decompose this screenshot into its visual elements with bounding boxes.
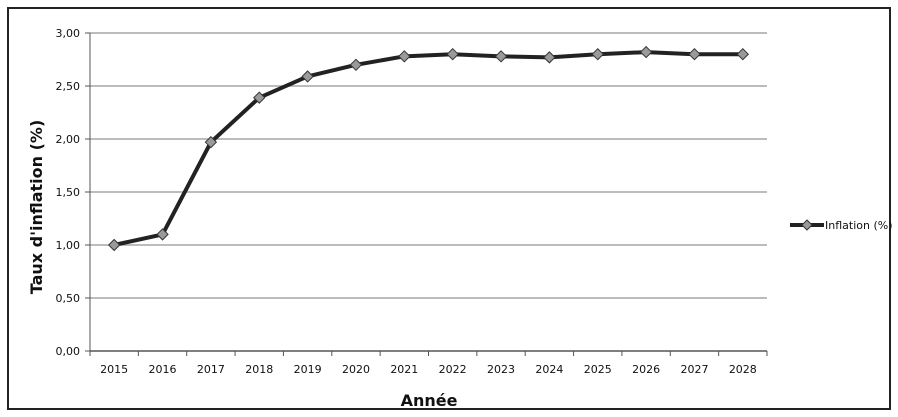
series-line xyxy=(112,50,745,247)
x-tick-label: 2018 xyxy=(245,363,273,376)
data-point xyxy=(253,91,266,104)
data-point xyxy=(543,51,556,64)
x-tick-label: 2020 xyxy=(342,363,370,376)
x-tick-label: 2017 xyxy=(197,363,225,376)
x-tick-label: 2025 xyxy=(584,363,612,376)
y-axis-title: Taux d'inflation (%) xyxy=(27,120,46,295)
y-tick-label: 2,50 xyxy=(56,80,81,93)
y-tick-label: 0,00 xyxy=(56,345,81,358)
data-point xyxy=(688,47,701,61)
gridlines xyxy=(85,32,767,352)
x-tick-label: 2021 xyxy=(390,363,418,376)
data-point xyxy=(398,50,411,63)
x-tick-label: 2028 xyxy=(729,363,757,376)
y-tick-label: 1,50 xyxy=(56,186,81,199)
x-tick-label: 2027 xyxy=(680,363,708,376)
y-tick-label: 1,00 xyxy=(56,239,81,252)
y-tick-label: 2,00 xyxy=(56,133,81,146)
y-tick-label: 3,00 xyxy=(56,27,81,40)
data-point xyxy=(107,238,121,252)
legend-label: Inflation (%) xyxy=(825,219,893,232)
axes xyxy=(89,33,768,356)
x-tick-label: 2019 xyxy=(294,363,322,376)
data-point xyxy=(494,50,508,63)
data-point xyxy=(204,135,218,149)
x-tick-label: 2026 xyxy=(632,363,660,376)
x-tick-label: 2016 xyxy=(149,363,177,376)
y-tick-labels: 0,00 0,50 1,00 1,50 2,00 2,50 3,00 xyxy=(56,27,81,358)
data-point xyxy=(639,45,653,59)
data-point xyxy=(446,47,459,61)
x-axis-title: Année xyxy=(401,391,458,410)
data-point xyxy=(736,47,750,61)
data-point xyxy=(591,47,604,61)
chart-frame xyxy=(7,7,891,410)
data-point xyxy=(156,228,169,241)
legend: Inflation (%) xyxy=(790,219,893,232)
x-tick-label: 2023 xyxy=(487,363,515,376)
series-layer xyxy=(107,45,750,252)
y-tick-label: 0,50 xyxy=(56,292,81,305)
data-point xyxy=(349,58,363,72)
x-tick-label: 2015 xyxy=(100,363,128,376)
data-point xyxy=(301,70,314,83)
x-tick-label: 2022 xyxy=(439,363,467,376)
x-tick-label: 2024 xyxy=(535,363,563,376)
legend-marker xyxy=(801,219,813,231)
x-tick-labels: 2015 2016 2017 2018 2019 2020 2021 2022 2023 2024… xyxy=(100,363,757,376)
